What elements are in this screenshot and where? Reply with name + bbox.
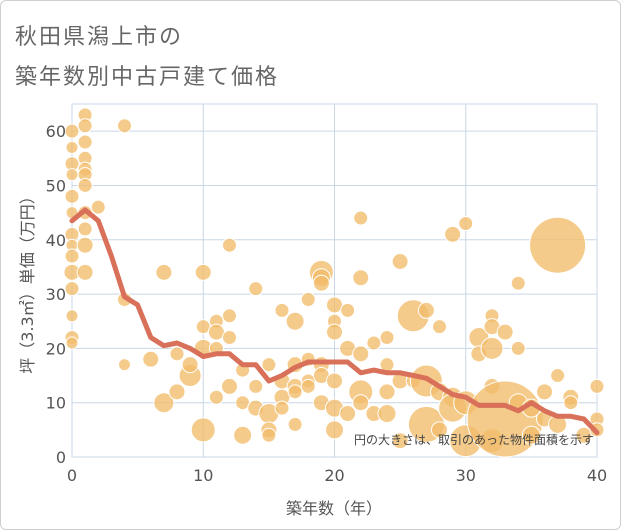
data-bubble xyxy=(248,281,264,297)
data-bubble xyxy=(221,377,238,395)
data-bubble xyxy=(287,384,303,400)
data-bubble xyxy=(300,378,316,394)
data-bubble xyxy=(222,308,237,324)
data-bubble xyxy=(550,368,566,384)
data-bubble xyxy=(65,309,79,323)
data-bubble xyxy=(261,427,277,443)
y-tick-label: 10 xyxy=(46,394,66,413)
data-bubble xyxy=(208,389,224,405)
data-bubble xyxy=(300,292,316,308)
data-bubble xyxy=(391,432,409,450)
data-bubble xyxy=(339,405,357,423)
data-bubble xyxy=(480,336,504,360)
data-bubble xyxy=(64,123,80,139)
data-bubble xyxy=(117,118,132,134)
data-bubble xyxy=(510,340,526,356)
y-tick-label: 30 xyxy=(46,285,66,304)
data-bubble xyxy=(142,350,160,368)
data-bubble xyxy=(233,425,253,445)
chart-title-line-1: 秋田県潟上市の xyxy=(15,25,184,50)
data-bubble xyxy=(118,358,131,372)
data-bubble xyxy=(65,168,79,182)
y-tick-label: 20 xyxy=(46,339,66,358)
data-bubble xyxy=(77,177,93,193)
data-bubble xyxy=(274,302,290,318)
data-bubble xyxy=(90,199,106,215)
data-bubble xyxy=(65,140,79,154)
data-bubble xyxy=(64,248,80,264)
y-tick-label: 0 xyxy=(56,448,66,467)
data-bubble xyxy=(207,323,225,341)
y-axis-title: 坪（3.3㎡）単価（万円） xyxy=(18,188,37,373)
data-bubble xyxy=(76,236,94,254)
data-bubble xyxy=(431,421,448,439)
data-bubble xyxy=(379,330,395,346)
data-bubble xyxy=(153,392,175,414)
data-bubble xyxy=(432,319,447,335)
average-price-line xyxy=(69,207,600,436)
data-bubble xyxy=(352,345,370,363)
tick-labels: 0 10 20 30 40 0 10 20 30 40 50 60 xyxy=(46,122,608,485)
data-bubble xyxy=(377,404,397,424)
average-line-layer xyxy=(69,207,600,436)
data-bubble xyxy=(510,275,526,291)
x-tick-label: 0 xyxy=(67,466,77,485)
data-bubble xyxy=(353,210,369,226)
bubble-size-note: 円の大きさは、取引のあった物件面積を示す xyxy=(354,432,594,447)
data-bubble xyxy=(181,356,199,374)
x-tick-label: 40 xyxy=(587,466,607,485)
data-bubble xyxy=(536,383,553,401)
data-bubble xyxy=(312,274,330,292)
data-bubble xyxy=(444,225,462,243)
data-bubble xyxy=(326,323,343,341)
bubbles xyxy=(63,107,605,458)
data-bubble xyxy=(64,281,80,297)
data-bubble xyxy=(222,330,237,346)
data-bubble xyxy=(326,296,343,314)
data-bubble xyxy=(417,301,435,319)
data-bubble xyxy=(378,383,396,401)
data-bubble xyxy=(340,302,356,318)
data-bubble xyxy=(563,395,579,411)
data-bubble xyxy=(248,378,264,394)
data-bubble xyxy=(64,188,80,204)
data-bubble xyxy=(326,372,343,390)
data-bubble xyxy=(261,357,277,373)
data-bubble xyxy=(529,216,587,274)
data-bubble xyxy=(77,118,93,134)
y-tick-label: 50 xyxy=(46,176,66,195)
data-bubble xyxy=(190,417,216,443)
data-bubble xyxy=(496,323,514,341)
y-tick-label: 60 xyxy=(46,122,66,141)
data-bubble xyxy=(366,335,382,351)
data-bubble xyxy=(222,237,237,253)
data-bubble xyxy=(325,420,344,440)
data-bubble xyxy=(77,134,93,150)
y-tick-label: 40 xyxy=(46,231,66,250)
data-bubble xyxy=(155,263,173,281)
data-bubble xyxy=(76,263,94,281)
x-tick-label: 30 xyxy=(456,466,476,485)
data-bubble xyxy=(194,263,212,281)
data-bubble xyxy=(352,269,370,287)
data-bubble xyxy=(352,394,370,412)
data-bubble xyxy=(521,425,541,445)
data-bubble xyxy=(285,311,305,331)
data-bubble xyxy=(274,400,290,416)
data-bubble xyxy=(169,346,185,362)
data-bubble xyxy=(168,383,186,401)
x-axis-title: 築年数（年） xyxy=(286,499,382,518)
data-bubble xyxy=(391,252,409,270)
data-bubble xyxy=(65,336,79,350)
data-bubble xyxy=(458,215,474,231)
data-bubble xyxy=(287,416,303,432)
data-bubble xyxy=(589,378,605,394)
x-tick-label: 20 xyxy=(324,466,344,485)
chart-title-line-2: 築年数別中古戸建て価格 xyxy=(15,65,280,90)
data-bubble xyxy=(77,221,93,237)
x-tick-label: 10 xyxy=(193,466,213,485)
